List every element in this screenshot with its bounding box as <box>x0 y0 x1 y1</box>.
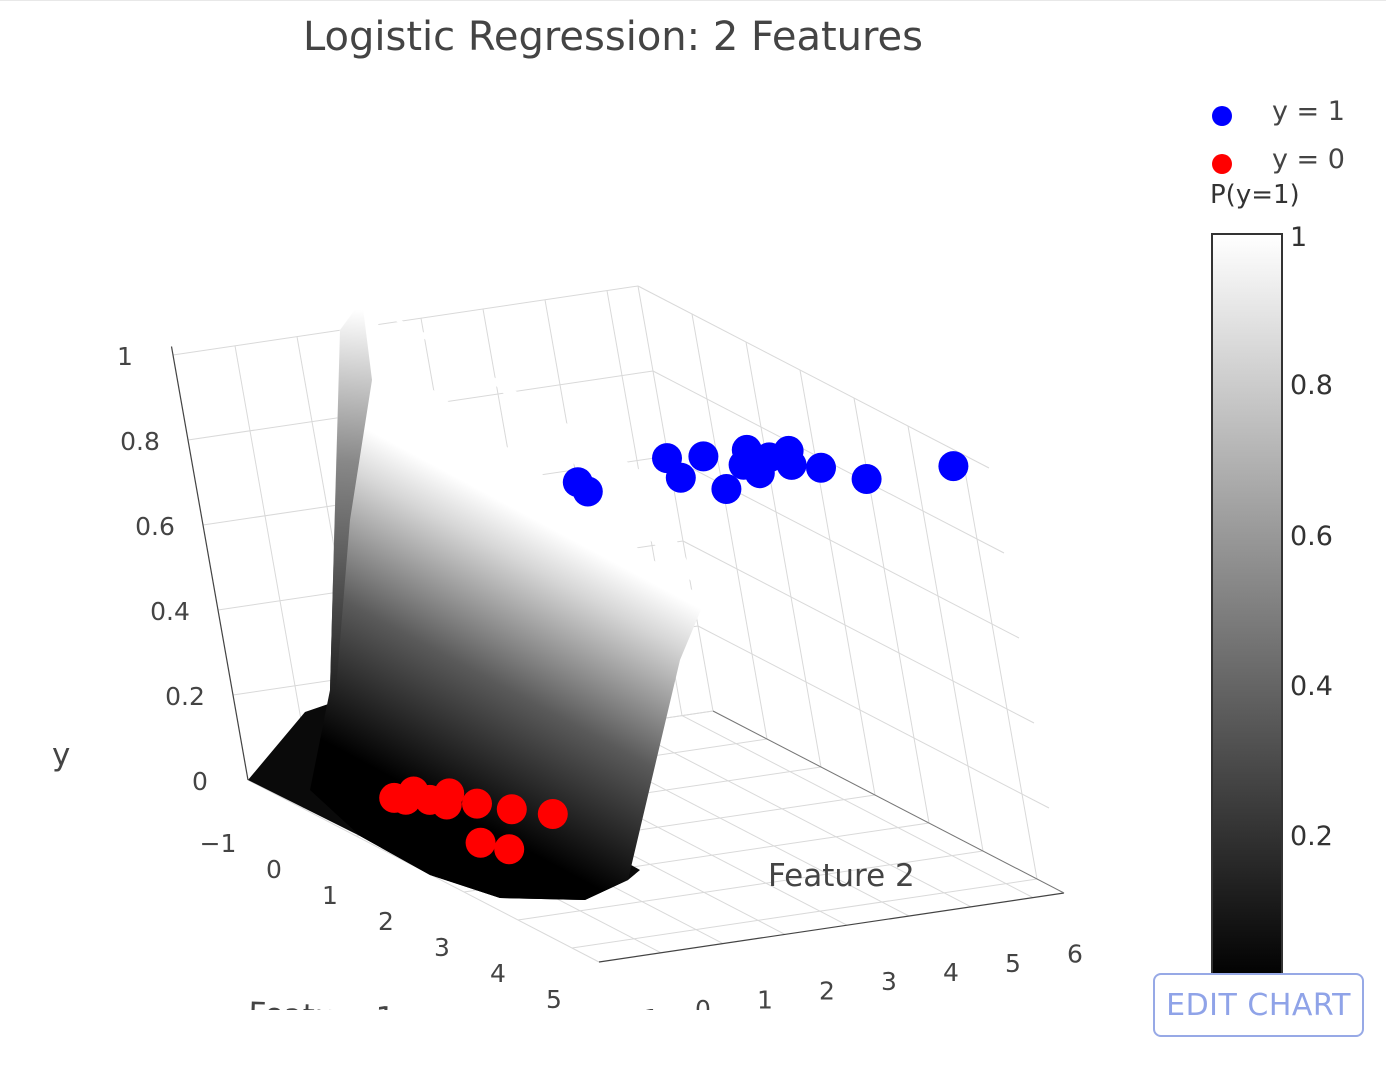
z-tick-label: 0.6 <box>135 512 175 541</box>
legend-item-y1[interactable]: y = 1 <box>1200 96 1360 144</box>
y-tick-label: 4 <box>943 958 959 987</box>
plot-3d-scene[interactable]: −1 0 1 2 3 4 5 −1 0 1 2 3 4 5 6 0 0.2 0.4 0.6 0.8 1 Feature … <box>0 0 1180 1010</box>
surface-slope <box>310 300 705 900</box>
y-axis-label: Feature 2 <box>768 858 915 894</box>
wall-grid-line <box>637 285 990 469</box>
wall-grid-line <box>799 369 876 796</box>
x-tick-label: 3 <box>434 933 450 962</box>
z-tick-label: 0 <box>192 767 208 796</box>
point-y0[interactable] <box>462 788 492 819</box>
colorbar-tick: 0.2 <box>1290 821 1333 852</box>
legend-label-y1: y = 1 <box>1272 96 1345 127</box>
y-tick-label: 1 <box>757 986 773 1010</box>
y-axis-line <box>598 892 1065 963</box>
y-tick-label: 3 <box>881 967 897 996</box>
point-y0[interactable] <box>434 778 465 809</box>
wall-grid-line <box>637 285 714 712</box>
point-y1[interactable] <box>806 452 836 483</box>
point-y1[interactable] <box>711 473 742 504</box>
chart-title: Logistic Regression: 2 Features <box>302 14 924 60</box>
legend-item-y0[interactable]: y = 0 <box>1200 144 1360 192</box>
z-tick-label: 0.4 <box>150 597 190 626</box>
wall-grid-line <box>697 625 1050 809</box>
point-y1[interactable] <box>688 441 719 472</box>
wall-grid-line <box>907 425 984 852</box>
x-tick-label: 4 <box>490 959 506 988</box>
y-tick-label: 6 <box>1067 940 1083 969</box>
colorbar-tick: 0.6 <box>1290 521 1333 552</box>
point-y1[interactable] <box>652 443 682 474</box>
point-y0[interactable] <box>537 799 568 829</box>
wall-grid-line <box>691 313 768 740</box>
legend-marker-y0 <box>1212 154 1232 174</box>
y-tick-label: 2 <box>819 976 835 1005</box>
point-y1[interactable] <box>572 476 603 507</box>
wall-grid-line <box>682 540 1035 724</box>
point-y0[interactable] <box>465 827 496 858</box>
legend-label-y0: y = 0 <box>1272 144 1345 175</box>
y-tick-label: 0 <box>695 995 711 1010</box>
point-y1[interactable] <box>851 463 882 494</box>
floor-grid-line <box>571 878 1038 949</box>
data-points[interactable] <box>379 434 969 865</box>
x-tick-label: 2 <box>378 907 394 936</box>
floor-grid-line <box>619 724 972 908</box>
wall-grid-line <box>234 345 311 771</box>
tick-labels: −1 0 1 2 3 4 5 −1 0 1 2 3 4 5 6 0 0.2 0.4 0.6 0.8 1 <box>117 342 1083 1010</box>
point-y1[interactable] <box>773 435 804 466</box>
z-axis-label: y <box>52 737 70 773</box>
y-tick-label: −1 <box>623 1004 660 1010</box>
floor-grid-line <box>517 850 984 921</box>
x-axis-label: Feature 1 <box>248 996 396 1010</box>
point-y0[interactable] <box>496 794 527 825</box>
y-tick-label: 5 <box>1005 949 1021 978</box>
colorbar <box>1211 233 1283 983</box>
colorbar-tick: 0.8 <box>1290 370 1333 401</box>
surface-wall <box>330 300 372 690</box>
z-tick-label: 1 <box>117 342 133 371</box>
z-axis-line <box>170 346 249 781</box>
axis-lines <box>170 346 1065 963</box>
x-tick-label: 1 <box>322 881 338 910</box>
z-tick-label: 0.2 <box>165 682 205 711</box>
floor-grid-line <box>681 715 1034 899</box>
wall-grid-line <box>172 285 639 356</box>
x-tick-label: 5 <box>546 985 562 1010</box>
x-axis-line <box>712 710 1065 894</box>
x-tick-label: 0 <box>266 855 282 884</box>
colorbar-title: P(y=1) <box>1210 180 1300 210</box>
x-tick-label: −1 <box>200 829 237 858</box>
wall-grid-line <box>853 397 930 824</box>
top-rule <box>0 0 1386 1</box>
point-y0[interactable] <box>494 834 525 865</box>
z-tick-label: 0.8 <box>120 427 160 456</box>
legend-marker-y1 <box>1212 106 1232 126</box>
colorbar-tick: 1 <box>1290 222 1308 253</box>
edit-chart-button[interactable]: EDIT CHART <box>1153 973 1364 1037</box>
colorbar-tick: 0.4 <box>1290 671 1333 702</box>
wall-grid-line <box>745 341 822 768</box>
point-y1[interactable] <box>938 451 969 482</box>
wall-grid-line <box>961 453 1038 880</box>
legend[interactable]: y = 1 y = 0 <box>1200 96 1360 192</box>
